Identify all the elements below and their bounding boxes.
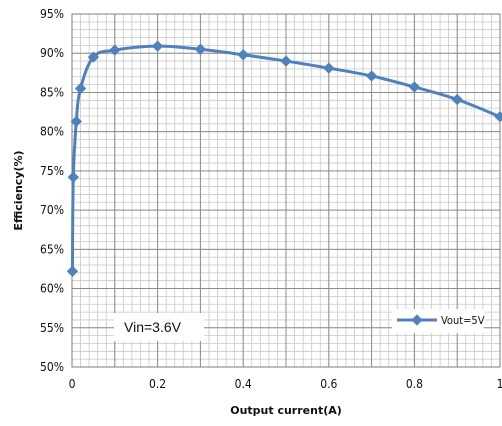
x-tick-label: 1	[497, 377, 502, 391]
data-point	[151, 40, 164, 52]
data-point	[237, 49, 249, 61]
data-point	[109, 44, 121, 56]
data-point	[323, 62, 335, 74]
y-tick-label: 75%	[40, 164, 64, 178]
y-tick-label: 60%	[40, 282, 64, 296]
y-axis-title: Efficiency(%)	[12, 150, 25, 230]
legend: Vout=5V	[392, 309, 485, 333]
data-point	[194, 43, 207, 55]
y-tick-label: 95%	[40, 7, 64, 21]
data-point	[451, 93, 463, 106]
data-point	[494, 111, 502, 123]
data-point	[87, 51, 100, 63]
x-tick-label: 0.2	[149, 377, 166, 391]
data-point	[66, 265, 79, 277]
data-point	[67, 171, 79, 183]
data-point	[280, 55, 292, 67]
x-axis-title: Output current(A)	[230, 404, 342, 417]
y-tick-label: 85%	[40, 85, 64, 99]
x-tick-label: 0.4	[235, 377, 252, 391]
x-tick-label: 0.6	[320, 377, 337, 391]
y-tick-label: 70%	[40, 203, 64, 217]
y-tick-label: 80%	[40, 125, 64, 139]
legend-label: Vout=5V	[441, 314, 485, 327]
data-point	[408, 81, 421, 93]
data-point	[365, 70, 378, 82]
x-axis-ticks: 0 0.2 0.4 0.6 0.8 1	[69, 377, 502, 391]
y-tick-label: 55%	[40, 321, 64, 335]
x-tick-label: 0.8	[406, 377, 423, 391]
annotation-vin: Vin=3.6V	[124, 319, 182, 335]
annotation-box: Vin=3.6V	[114, 313, 204, 341]
legend-diamond-icon	[411, 314, 423, 326]
y-axis-ticks: 50% 55% 60% 65% 70% 75% 80% 85% 90% 95%	[40, 7, 64, 374]
y-tick-label: 50%	[40, 360, 64, 374]
y-tick-label: 65%	[40, 242, 64, 256]
y-tick-label: 90%	[40, 46, 64, 60]
x-tick-label: 0	[69, 377, 76, 391]
